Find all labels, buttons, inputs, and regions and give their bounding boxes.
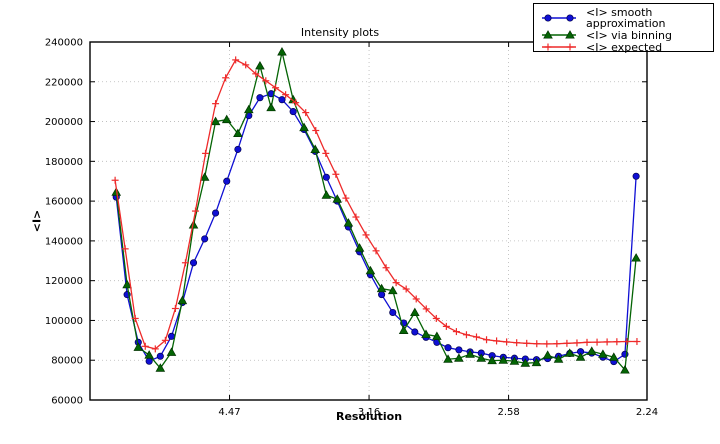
legend-line-circle-icon [542,14,576,22]
svg-text:2.58: 2.58 [497,407,519,418]
svg-text:200000: 200000 [45,117,83,128]
legend-entry: <I> expected [539,41,708,53]
y-axis-label: <I> [30,209,44,233]
svg-text:80000: 80000 [51,356,83,367]
chart-title: Intensity plots [300,26,380,39]
svg-text:160000: 160000 [45,197,83,208]
svg-text:120000: 120000 [45,276,83,287]
svg-text:240000: 240000 [45,38,83,49]
svg-text:180000: 180000 [45,157,83,168]
svg-text:140000: 140000 [45,236,83,247]
legend-label: <I> via binning [586,28,672,42]
legend-entry: <I> via binning [539,29,708,41]
svg-text:4.47: 4.47 [218,407,240,418]
svg-text:3.16: 3.16 [358,407,380,418]
legend: <I> smooth approximation <I> via binning… [533,3,714,53]
legend-line-triangle-icon [542,30,576,39]
x-axis-label: Resolution [335,410,403,423]
svg-text:100000: 100000 [45,316,83,327]
legend-label: <I> expected [586,40,663,54]
svg-text:60000: 60000 [51,396,83,407]
legend-line-plus-icon [542,43,576,51]
legend-label: <I> smooth approximation [586,6,666,30]
svg-text:2.24: 2.24 [636,407,658,418]
legend-entry: <I> smooth approximation [539,7,708,29]
svg-text:220000: 220000 [45,77,83,88]
